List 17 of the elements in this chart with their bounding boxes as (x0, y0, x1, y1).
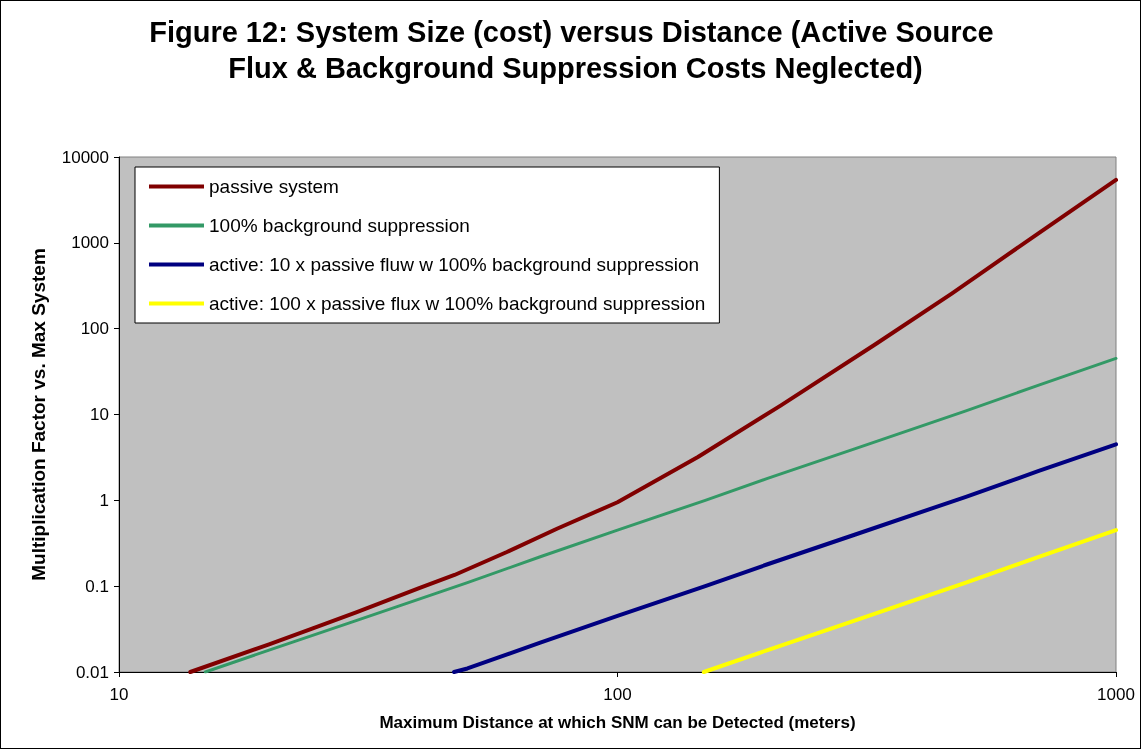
y-tick-label: 100 (80, 319, 109, 339)
x-tick-label: 1000 (1097, 685, 1135, 704)
x-tick-label: 100 (603, 685, 632, 704)
y-tick-label: 0.1 (85, 576, 109, 596)
legend-label: 100% background suppression (209, 215, 470, 236)
chart-title: Figure 12: System Size (cost) versus Distance (Active Source Flux & Background Suppression Costs Neglected) (149, 16, 1002, 84)
y-tick-label: 1000 (71, 233, 109, 253)
legend-label: active: 10 x passive fluw w 100% background suppression (209, 254, 700, 275)
x-tick-label: 10 (109, 685, 129, 704)
legend-label: passive system (209, 176, 339, 197)
x-axis-title: Maximum Distance at which SNM can be Detected (meters) (379, 713, 856, 732)
y-tick-label: 10000 (61, 147, 109, 167)
y-axis-title: Multiplication Factor vs. Max System (28, 248, 50, 581)
y-tick-label: 1 (99, 490, 109, 510)
legend-label: active: 100 x passive flux w 100% background suppression (209, 293, 706, 314)
y-tick-label: 10 (90, 405, 109, 424)
y-tick-label: 0.01 (75, 662, 109, 682)
